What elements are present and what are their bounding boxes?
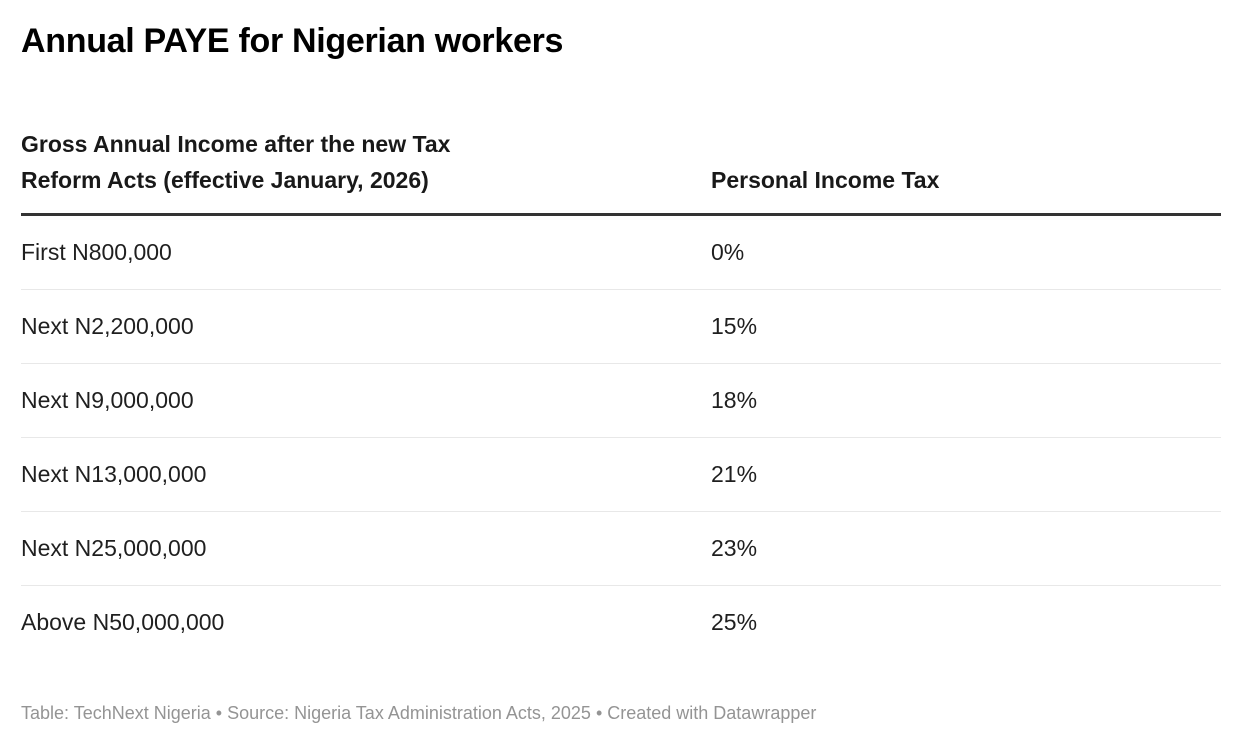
tax-rate-cell: 18% — [711, 363, 1221, 438]
table-row: Next N25,000,000 23% — [21, 511, 1221, 586]
tax-column-header: Personal Income Tax — [711, 126, 1221, 216]
income-bracket-cell: Above N50,000,000 — [21, 609, 225, 635]
income-bracket-cell: Next N25,000,000 — [21, 511, 711, 586]
table-row: Next N13,000,000 21% — [21, 437, 1221, 512]
table-header: Gross Annual Income after the new Tax Re… — [21, 126, 1221, 216]
tax-rate-cell: 23% — [711, 511, 1221, 586]
paye-table: Gross Annual Income after the new Tax Re… — [21, 126, 1221, 659]
table-row: Next N9,000,000 18% — [21, 363, 1221, 438]
datawrapper-table-page: Annual PAYE for Nigerian workers Gross A… — [21, 22, 1221, 725]
table-row: Above N50,000,000 25% — [21, 586, 1221, 660]
income-bracket-cell: Next N13,000,000 — [21, 437, 711, 512]
income-bracket-cell: First N800,000 — [21, 214, 711, 290]
income-bracket-cell: Next N2,200,000 — [21, 289, 711, 364]
tax-rate-cell: 21% — [711, 437, 1221, 512]
table-row: Next N2,200,000 15% — [21, 289, 1221, 364]
table-row: First N800,000 0% — [21, 214, 1221, 290]
datawrapper-credit-link[interactable]: Created with Datawrapper — [607, 703, 817, 723]
header-row: Gross Annual Income after the new Tax Re… — [21, 126, 1221, 216]
tax-rate-cell: 15% — [711, 289, 1221, 364]
income-bracket-cell: Next N9,000,000 — [21, 363, 711, 438]
tax-rate-cell: 25% — [711, 609, 758, 635]
chart-title: Annual PAYE for Nigerian workers — [21, 22, 564, 60]
footer-bullet-separator: • — [210, 703, 228, 723]
source-credit: Source: Nigeria Tax Administration Acts,… — [227, 703, 591, 723]
tax-rate-cell: 0% — [711, 214, 1221, 290]
table-body: First N800,000 0% Next N2,200,000 15% Ne… — [21, 214, 1221, 660]
table-credit: Table: TechNext Nigeria — [21, 703, 211, 723]
income-column-header: Gross Annual Income after the new Tax Re… — [21, 126, 711, 216]
footer-bullet-separator: • — [590, 703, 608, 723]
attribution-footer: Table: TechNext Nigeria • Source: Nigeri… — [21, 701, 1221, 725]
